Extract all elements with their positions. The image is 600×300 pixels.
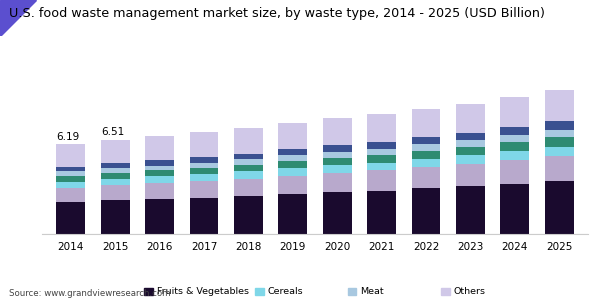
Bar xyxy=(545,147,574,156)
Bar xyxy=(101,179,130,185)
Bar xyxy=(278,161,307,168)
Bar xyxy=(545,156,574,181)
Bar xyxy=(278,194,307,234)
Legend: Fruits & Vegetables, Dairy Products, Cereals, Processed Food, Meat, Fish & Sea F: Fruits & Vegetables, Dairy Products, Cer… xyxy=(144,287,486,300)
Bar xyxy=(145,136,174,160)
Bar xyxy=(323,118,352,146)
Bar xyxy=(545,137,574,147)
Bar xyxy=(278,149,307,155)
Bar xyxy=(500,142,529,151)
Bar xyxy=(456,155,485,164)
Bar xyxy=(367,114,396,142)
Bar xyxy=(190,168,218,174)
Bar xyxy=(456,147,485,155)
Bar xyxy=(500,135,529,142)
Bar xyxy=(323,192,352,234)
Bar xyxy=(456,140,485,147)
Bar xyxy=(412,137,440,144)
Bar xyxy=(101,163,130,168)
Text: 6.51: 6.51 xyxy=(101,128,124,137)
Bar xyxy=(367,142,396,149)
Bar xyxy=(101,168,130,173)
Bar xyxy=(56,144,85,166)
Bar xyxy=(190,181,218,198)
Bar xyxy=(545,130,574,137)
Bar xyxy=(190,163,218,168)
Bar xyxy=(56,171,85,176)
Bar xyxy=(412,144,440,151)
Bar xyxy=(278,168,307,176)
Bar xyxy=(412,109,440,137)
Bar xyxy=(190,198,218,234)
Bar xyxy=(56,176,85,182)
Bar xyxy=(278,155,307,161)
Bar xyxy=(56,167,85,171)
Bar xyxy=(456,103,485,133)
Bar xyxy=(101,140,130,163)
Text: U.S. food waste management market size, by waste type, 2014 - 2025 (USD Billion): U.S. food waste management market size, … xyxy=(9,7,545,20)
Polygon shape xyxy=(0,0,36,36)
Bar xyxy=(456,133,485,140)
Bar xyxy=(412,188,440,234)
Bar xyxy=(545,90,574,121)
Bar xyxy=(500,97,529,127)
Bar xyxy=(545,181,574,234)
Bar xyxy=(101,173,130,179)
Bar xyxy=(500,151,529,160)
Bar xyxy=(190,174,218,181)
Text: 6.19: 6.19 xyxy=(56,132,80,142)
Bar xyxy=(145,170,174,176)
Bar xyxy=(145,166,174,170)
Bar xyxy=(234,178,263,196)
Bar xyxy=(367,190,396,234)
Bar xyxy=(367,170,396,190)
Bar xyxy=(367,163,396,170)
Bar xyxy=(190,132,218,157)
Bar xyxy=(234,164,263,171)
Bar xyxy=(367,155,396,163)
Bar xyxy=(101,200,130,234)
Bar xyxy=(500,160,529,184)
Bar xyxy=(367,149,396,155)
Text: Source: www.grandviewresearch.com: Source: www.grandviewresearch.com xyxy=(9,290,170,298)
Bar xyxy=(56,182,85,188)
Bar xyxy=(456,186,485,234)
Bar xyxy=(234,128,263,154)
Bar xyxy=(323,158,352,165)
Bar xyxy=(234,154,263,159)
Bar xyxy=(323,173,352,192)
Bar xyxy=(56,188,85,202)
Bar xyxy=(234,196,263,234)
Bar xyxy=(412,159,440,167)
Bar xyxy=(456,164,485,186)
Bar xyxy=(323,146,352,152)
Bar xyxy=(500,184,529,234)
Bar xyxy=(278,176,307,194)
Bar xyxy=(412,167,440,188)
Bar xyxy=(145,183,174,199)
Bar xyxy=(145,199,174,234)
Bar xyxy=(545,121,574,130)
Bar xyxy=(412,151,440,159)
Bar xyxy=(145,160,174,166)
Bar xyxy=(190,157,218,163)
Bar xyxy=(323,165,352,173)
Bar xyxy=(56,202,85,234)
Bar xyxy=(145,176,174,183)
Bar xyxy=(323,152,352,158)
Bar xyxy=(278,123,307,149)
Bar xyxy=(234,159,263,164)
Bar xyxy=(500,127,529,135)
Bar xyxy=(234,171,263,178)
Bar xyxy=(101,185,130,200)
